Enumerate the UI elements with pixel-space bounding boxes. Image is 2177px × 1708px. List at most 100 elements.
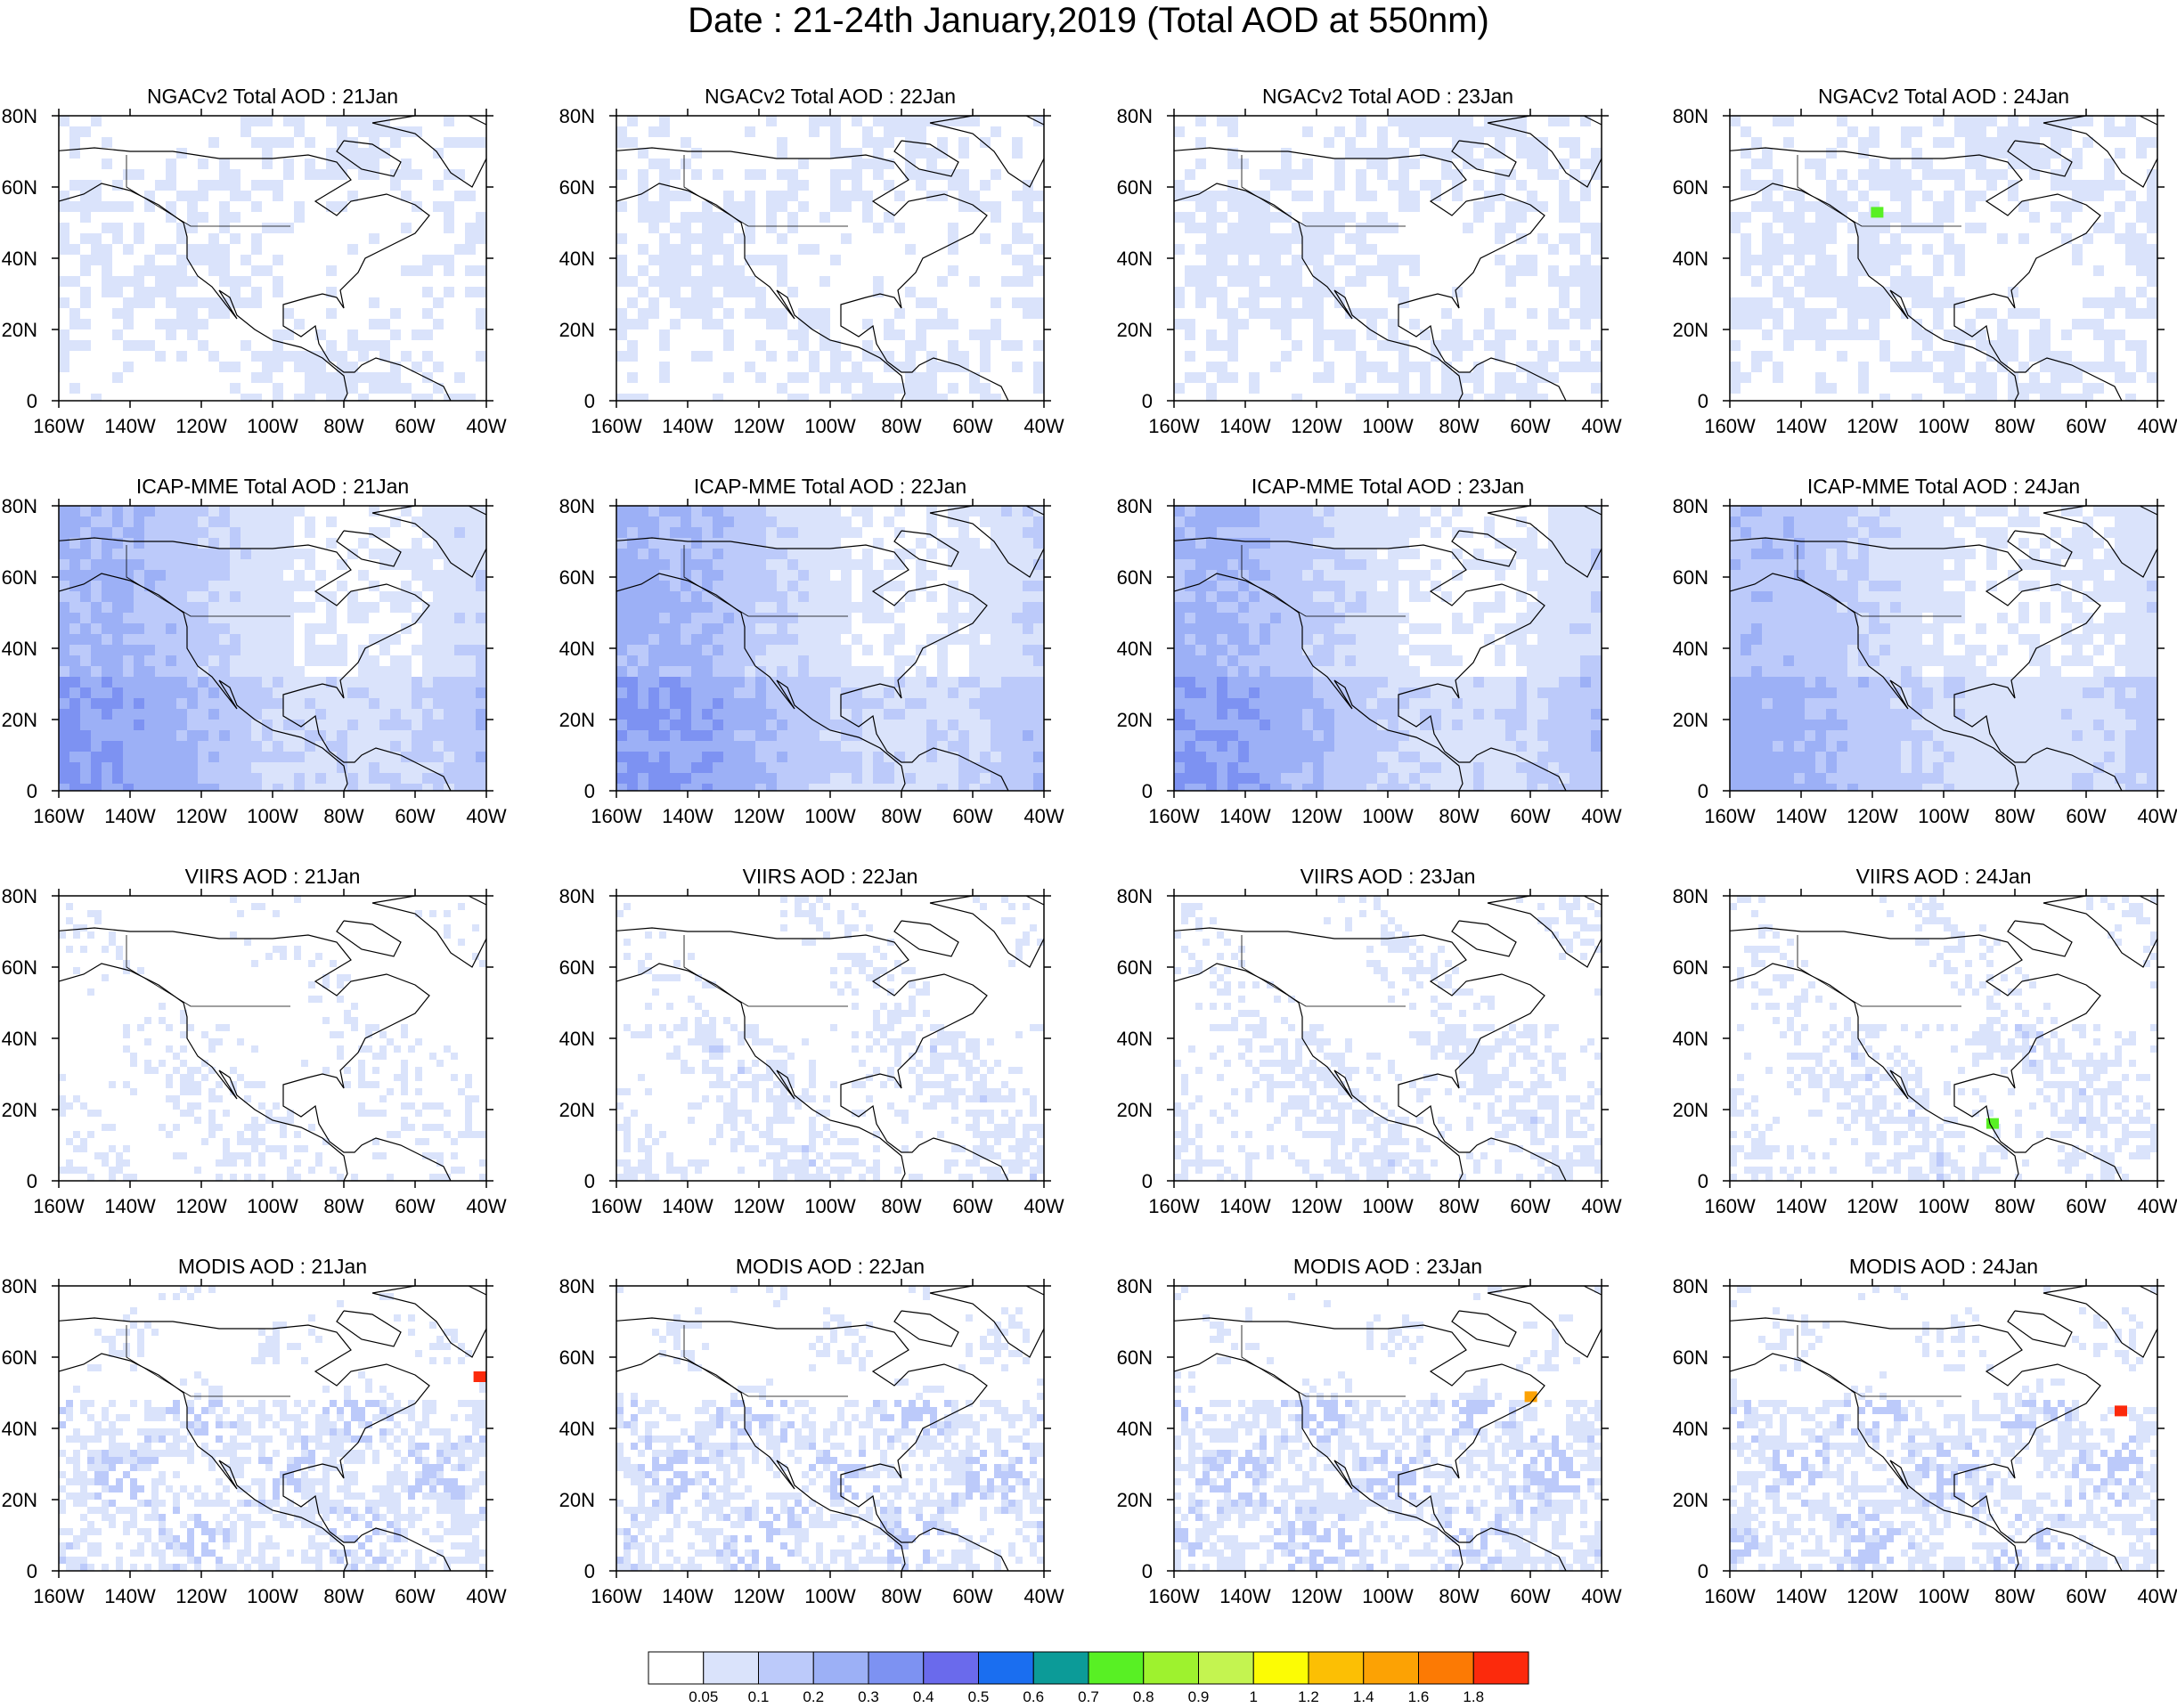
aod-cell [2008,191,2018,201]
aod-cell [1206,212,1217,223]
aod-cell [627,687,638,698]
aod-cell [69,645,80,655]
aod-cell [1965,372,1976,383]
aod-cell [681,159,691,169]
aod-cell [91,698,102,709]
aod-cell [369,159,379,169]
aod-cell [1292,287,1302,297]
aod-cell [144,201,155,212]
aod-cell [991,645,1001,655]
aod-cell [627,720,638,730]
aod-cell [2136,308,2147,319]
aod-cell [916,372,926,383]
aod-cell [444,116,454,126]
aod-cell [1185,538,1195,549]
aod-cell [230,169,241,180]
aod-cell [1001,762,1012,773]
aod-cell [1933,255,1944,265]
aod-cell [809,613,819,623]
aod-cell [723,687,734,698]
aod-cell [1227,201,1238,212]
aod-cell [745,559,755,570]
aod-cell [2147,191,2157,201]
aod-cell [958,506,969,516]
aod-cell [916,762,926,773]
aod-cell [1174,645,1185,655]
aod-cell [187,591,198,602]
aod-cell [723,623,734,634]
aod-cell [208,351,219,362]
aod-cell [454,516,465,527]
aod-cell [262,591,273,602]
aod-cell [1548,645,1559,655]
aod-cell [1570,645,1580,655]
aod-cell [852,602,862,613]
aod-cell [294,212,305,223]
aod-cell [958,752,969,762]
lon-tick-label: 120W [1291,805,1342,827]
aod-cell [219,773,230,784]
aod-cell [262,581,273,591]
aod-cell [905,148,916,159]
aod-cell [273,741,283,752]
aod-cell [1174,602,1185,613]
aod-cell [1409,201,1420,212]
aod-cell [422,730,433,741]
aod-cell [369,784,379,791]
coastline [929,506,1044,578]
aod-cell [1377,559,1388,570]
aod-cell [766,255,777,265]
aod-cell [1292,169,1302,180]
aod-cell [390,677,401,687]
aod-cell [830,169,841,180]
aod-cell [1388,516,1398,527]
aod-cell [1302,655,1313,666]
aod-cell [1356,394,1366,401]
aod-cell [1559,137,1570,148]
map-panel: 160W 140W 120W 100W 80W 60W 40W80N60N40N20N0NG… [1673,85,2177,437]
aod-cell [916,666,926,677]
aod-cell [208,623,219,634]
aod-cell [926,297,937,308]
aod-cell [2104,340,2115,351]
aod-cell [1580,362,1591,372]
aod-cell [1270,730,1281,741]
aod-cell [1901,265,1912,276]
aod-cell [627,784,638,791]
aod-cell [134,276,144,287]
aod-cell [1302,233,1313,244]
aod-cell [1495,602,1505,613]
aod-cell [444,720,454,730]
aod-cell [1591,362,1602,372]
aod-cell [401,581,412,591]
aod-cell [830,148,841,159]
aod-cell [433,297,444,308]
lat-tick-label: 60N [559,566,595,589]
aod-cell [1292,233,1302,244]
aod-cell [681,591,691,602]
aod-cell [819,116,830,126]
aod-cell [1933,297,1944,308]
aod-cell [830,720,841,730]
aod-cell [273,506,283,516]
aod-cell [465,581,476,591]
aod-cell [1420,394,1431,401]
aod-cell [1463,527,1473,538]
aod-cell [916,394,926,401]
aod-cell [422,549,433,559]
aod-cell [454,677,465,687]
aod-cell [273,137,283,148]
aod-cell [1292,527,1302,538]
aod-cell [187,709,198,720]
aod-cell [155,687,166,698]
aod-cell [69,340,80,351]
aod-cell [2040,362,2051,372]
aod-cell [2029,372,2040,383]
aod-cell [1388,773,1398,784]
aod-cell [219,159,230,169]
aod-cell [1302,570,1313,581]
aod-cell [1944,351,1954,362]
aod-cell [1270,169,1281,180]
aod-cell [1206,329,1217,340]
aod-cell [1794,308,1805,319]
